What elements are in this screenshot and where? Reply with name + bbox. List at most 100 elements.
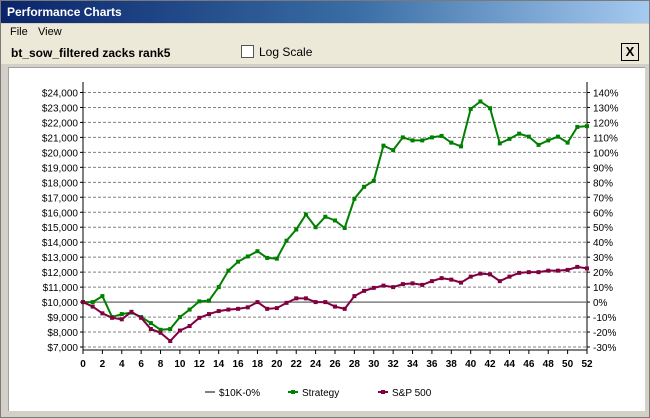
y-tick-label-right: 0% bbox=[593, 298, 608, 309]
data-point bbox=[313, 300, 318, 305]
legend-label: Strategy bbox=[302, 388, 339, 399]
data-point bbox=[168, 339, 173, 344]
menu-view[interactable]: View bbox=[38, 26, 62, 38]
data-point bbox=[323, 214, 328, 219]
data-point bbox=[226, 307, 231, 312]
data-point bbox=[207, 312, 211, 317]
data-point bbox=[575, 264, 580, 269]
x-tick-label: 42 bbox=[485, 359, 497, 370]
data-point bbox=[274, 306, 279, 311]
data-point bbox=[362, 288, 367, 293]
x-tick-label: 32 bbox=[388, 359, 400, 370]
y-tick-label-right: 140% bbox=[593, 88, 619, 99]
data-point bbox=[100, 311, 105, 316]
data-point bbox=[468, 106, 473, 111]
data-point bbox=[294, 227, 299, 232]
x-tick-label: 6 bbox=[138, 359, 144, 370]
data-point bbox=[255, 249, 260, 254]
log-scale-toggle[interactable]: Log Scale bbox=[241, 45, 312, 59]
y-tick-label-left: $8,000 bbox=[47, 328, 78, 339]
data-point bbox=[81, 300, 85, 305]
y-tick-label-left: $21,000 bbox=[42, 133, 79, 144]
series-line bbox=[83, 100, 588, 331]
y-tick-label-right: -20% bbox=[593, 328, 616, 339]
x-tick-label: 52 bbox=[581, 359, 593, 370]
data-point bbox=[90, 300, 95, 305]
data-point bbox=[187, 324, 192, 329]
menu-file[interactable]: File bbox=[10, 26, 28, 38]
y-tick-label-left: $14,000 bbox=[42, 238, 79, 249]
data-point bbox=[265, 255, 270, 260]
data-point bbox=[333, 304, 337, 309]
data-point bbox=[236, 306, 241, 311]
data-point bbox=[555, 134, 560, 139]
data-point bbox=[362, 184, 367, 189]
y-tick-label-right: 10% bbox=[593, 283, 613, 294]
menu-bar: File View bbox=[1, 24, 649, 42]
data-point bbox=[497, 141, 502, 146]
title-bar[interactable]: Performance Charts bbox=[1, 1, 649, 23]
data-point bbox=[177, 328, 182, 333]
data-point bbox=[284, 238, 289, 243]
data-point bbox=[420, 138, 425, 143]
data-point bbox=[352, 196, 357, 201]
y-tick-label-right: -30% bbox=[593, 343, 616, 354]
log-scale-label: Log Scale bbox=[259, 45, 313, 59]
chart-name-label: bt_sow_filtered zacks rank5 bbox=[11, 46, 171, 60]
data-point bbox=[536, 142, 541, 147]
data-point bbox=[478, 99, 483, 104]
x-tick-label: 24 bbox=[310, 359, 322, 370]
x-tick-label: 2 bbox=[100, 359, 106, 370]
x-tick-label: 28 bbox=[349, 359, 361, 370]
data-point bbox=[371, 178, 376, 183]
y-tick-label-left: $7,000 bbox=[47, 343, 78, 354]
data-point bbox=[381, 143, 386, 148]
data-point bbox=[429, 279, 434, 284]
log-scale-checkbox[interactable] bbox=[241, 45, 254, 58]
data-point bbox=[410, 281, 415, 286]
x-tick-label: 44 bbox=[504, 359, 516, 370]
data-point bbox=[585, 124, 589, 129]
x-tick-label: 50 bbox=[562, 359, 574, 370]
window-title: Performance Charts bbox=[7, 5, 122, 19]
x-tick-label: 0 bbox=[80, 359, 86, 370]
data-point bbox=[274, 256, 279, 261]
data-point bbox=[507, 274, 512, 279]
data-point bbox=[119, 312, 124, 317]
data-point bbox=[565, 140, 570, 145]
data-point bbox=[294, 296, 299, 301]
data-point bbox=[333, 218, 337, 223]
y-tick-label-left: $24,000 bbox=[42, 88, 79, 99]
data-point bbox=[245, 254, 250, 259]
data-point bbox=[313, 225, 318, 230]
y-tick-label-right: 40% bbox=[593, 238, 613, 249]
data-point bbox=[371, 285, 376, 290]
x-tick-label: 4 bbox=[119, 359, 125, 370]
data-point bbox=[575, 124, 580, 129]
y-tick-label-right: -10% bbox=[593, 313, 616, 324]
data-point bbox=[216, 309, 221, 314]
x-tick-label: 26 bbox=[329, 359, 341, 370]
data-point bbox=[236, 259, 241, 264]
y-tick-label-right: 50% bbox=[593, 223, 613, 234]
data-point bbox=[342, 225, 347, 230]
x-tick-label: 20 bbox=[271, 359, 283, 370]
x-tick-label: 48 bbox=[543, 359, 555, 370]
data-point bbox=[459, 280, 463, 285]
data-point bbox=[555, 268, 560, 273]
y-tick-label-left: $20,000 bbox=[42, 148, 79, 159]
data-point bbox=[526, 270, 531, 275]
data-point bbox=[187, 307, 192, 312]
data-point bbox=[391, 148, 396, 153]
data-point bbox=[148, 321, 153, 326]
data-point bbox=[265, 306, 270, 311]
data-point bbox=[565, 267, 570, 272]
y-tick-label-left: $11,000 bbox=[43, 283, 79, 294]
close-button[interactable]: X bbox=[621, 43, 639, 61]
data-point bbox=[536, 270, 541, 275]
y-tick-label-right: 110% bbox=[593, 133, 618, 144]
data-point bbox=[488, 272, 493, 277]
data-point bbox=[148, 327, 153, 332]
data-point bbox=[158, 330, 163, 335]
x-tick-label: 10 bbox=[174, 359, 186, 370]
